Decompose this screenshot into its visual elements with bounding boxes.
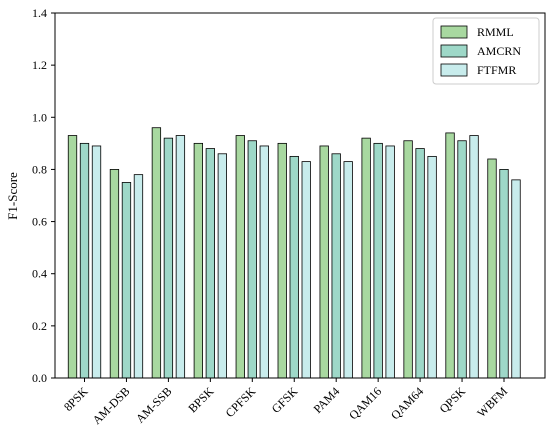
bar-rmml-cpfsk	[235, 135, 245, 379]
legend-swatch-rmml	[440, 25, 468, 39]
bar-amcrn-gfsk	[289, 155, 299, 379]
bar-amcrn-qpsk	[457, 140, 467, 379]
x-tick-label: QAM16	[346, 384, 384, 422]
axes-layer	[54, 12, 546, 379]
bar-rmml-am-dsb	[109, 169, 120, 379]
x-tick-label: GFSK	[269, 384, 301, 416]
y-axis-title: F1-Score	[5, 172, 20, 220]
y-tick-label: 1.2	[32, 58, 47, 72]
bar-rmml-qam64	[403, 140, 413, 379]
bars-layer	[67, 127, 521, 379]
x-tick-label: AM-SSB	[133, 384, 174, 425]
bar-rmml-qam16	[361, 137, 371, 379]
bar-ftfmr-wbfm	[511, 179, 521, 379]
bar-amcrn-wbfm	[499, 169, 509, 379]
legend-label-rmml: RMML	[477, 25, 514, 39]
x-tick-label: BPSK	[185, 384, 216, 415]
y-tick-label: 0.6	[32, 215, 47, 229]
y-tick-label: 0.2	[32, 319, 47, 333]
bar-ftfmr-qpsk	[469, 135, 479, 379]
x-tick-label: QAM64	[388, 384, 426, 422]
legend-label-ftfmr: FTFMR	[477, 63, 516, 77]
y-axis-ticks: 0.0 0.2 0.4 0.6 0.8 1.0 1.2 1.4	[32, 6, 55, 385]
legend-swatch-amcrn	[440, 44, 468, 58]
x-axis-ticks: 8PSK AM-DSB AM-SSB BPSK CPFSK GFSK PAM4 QAM16 QA…	[61, 378, 510, 427]
bar-ftfmr-qam64	[427, 155, 437, 379]
legend: RMML AMCRN FTFMR	[432, 17, 540, 85]
bar-rmml-am-ssb	[151, 127, 162, 379]
y-tick-label: 0.0	[32, 371, 47, 385]
legend-label-amcrn: AMCRN	[477, 44, 521, 58]
y-tick-label: 0.8	[32, 162, 47, 176]
y-tick-label: 1.4	[32, 6, 47, 20]
bar-ftfmr-gfsk	[301, 161, 311, 379]
y-tick-label: 0.4	[32, 267, 47, 281]
bar-ftfmr-bpsk	[217, 153, 228, 379]
bar-rmml-wbfm	[487, 158, 497, 379]
x-tick-label: WBFM	[474, 384, 510, 420]
bar-rmml-gfsk	[277, 142, 287, 379]
bar-amcrn-cpfsk	[247, 140, 257, 379]
bar-amcrn-bpsk	[205, 148, 216, 379]
bar-rmml-pam4	[319, 145, 329, 379]
bar-ftfmr-am-ssb	[175, 135, 186, 379]
bar-rmml-qpsk	[445, 132, 455, 379]
x-tick-label: QPSK	[437, 384, 469, 416]
bar-ftfmr-cpfsk	[259, 145, 269, 379]
bar-amcrn-am-dsb	[121, 182, 132, 379]
bar-ftfmr-8psk	[91, 145, 102, 379]
y-tick-label: 1.0	[32, 110, 47, 124]
bar-ftfmr-pam4	[343, 161, 353, 379]
bar-amcrn-am-ssb	[163, 137, 174, 379]
x-tick-label: PAM4	[311, 384, 343, 416]
bar-ftfmr-am-dsb	[133, 174, 144, 379]
x-tick-label: AM-DSB	[90, 384, 133, 427]
legend-swatch-ftfmr	[440, 63, 468, 77]
bar-rmml-8psk	[67, 135, 78, 379]
x-tick-label: 8PSK	[61, 384, 91, 414]
bar-amcrn-8psk	[79, 142, 90, 379]
bar-ftfmr-qam16	[385, 145, 395, 379]
x-tick-label: CPFSK	[223, 384, 259, 420]
plot-frame	[54, 12, 546, 379]
bar-rmml-bpsk	[193, 142, 204, 379]
bar-amcrn-qam64	[415, 148, 425, 379]
bar-amcrn-pam4	[331, 153, 341, 379]
bar-amcrn-qam16	[373, 142, 383, 379]
